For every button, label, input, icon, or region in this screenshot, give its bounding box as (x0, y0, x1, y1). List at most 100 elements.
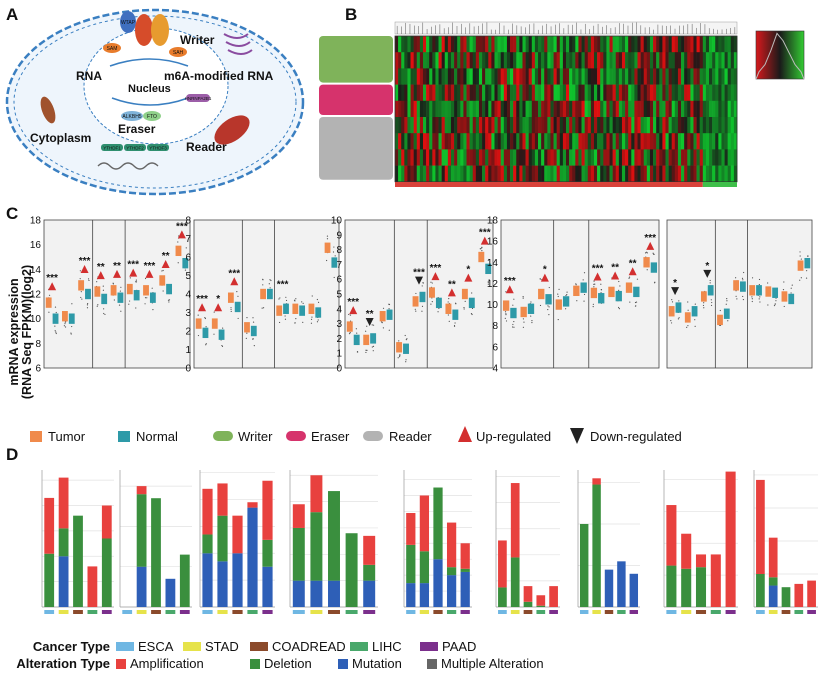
heatmap-cell (416, 117, 421, 134)
normal-box (788, 293, 795, 305)
heatmap-cell (581, 84, 585, 102)
tumor-box (110, 285, 117, 296)
heatmap-cell (547, 133, 551, 150)
heatmap-cell (621, 165, 626, 183)
outlier-point (735, 295, 737, 297)
heatmap-cell (522, 100, 526, 118)
heatmap-cell (590, 117, 595, 134)
heatmap-cell (491, 84, 495, 102)
outlier-point (162, 269, 164, 272)
heatmap-cell (730, 149, 735, 166)
legend-stad-label: STAD (205, 639, 239, 654)
heatmap-cell (419, 165, 424, 183)
heatmap-cell (528, 133, 533, 150)
outlier-point (237, 317, 239, 320)
heatmap-cell (444, 68, 449, 85)
heatmap-cell (441, 84, 446, 102)
heatmap-cell (649, 68, 654, 85)
heatmap-cell (643, 149, 648, 166)
outlier-point (87, 278, 90, 280)
significance-label: * (673, 278, 677, 289)
heatmap-cell (485, 100, 489, 118)
heatmap-cell (519, 165, 523, 183)
heatmap-cell (416, 100, 421, 118)
bar-deletion (179, 554, 190, 607)
heatmap-cell (491, 52, 495, 69)
heatmap-cell (699, 36, 704, 53)
heatmap-cell (450, 84, 455, 102)
heatmap-cell (671, 52, 676, 69)
outlier-point (513, 298, 515, 300)
heatmap-cell (643, 117, 648, 134)
heatmap-cell (485, 117, 489, 134)
heatmap-cell (556, 117, 561, 134)
outlier-point (71, 325, 73, 328)
heatmap-cell (575, 100, 579, 118)
outlier-point (767, 282, 769, 284)
significance-label: * (216, 294, 220, 305)
heatmap-cell (684, 68, 688, 85)
heatmap-cell (444, 149, 449, 166)
cancer-type-swatch (794, 610, 804, 614)
outlier-point (807, 255, 809, 257)
heatmap-cell (566, 100, 570, 118)
heatmap-cell (522, 68, 526, 85)
bar-deletion (756, 573, 765, 607)
heatmap-cell (593, 117, 598, 134)
heatmap-cell (659, 52, 663, 69)
heatmap-cell (578, 68, 582, 85)
tumor-box (159, 275, 166, 286)
outlier-point (504, 317, 506, 320)
heatmap-cell (587, 133, 592, 150)
outlier-point (634, 301, 637, 304)
cancer-type-swatch (345, 610, 358, 614)
bar-amplification (101, 505, 112, 539)
heatmap-cell (584, 52, 589, 69)
outlier-point (455, 303, 457, 305)
heatmap-cell (653, 36, 657, 53)
heatmap-cell (597, 100, 601, 118)
outlier-point (399, 354, 401, 357)
heatmap-cell (665, 52, 669, 69)
bar-deletion (579, 523, 589, 607)
heatmap-cell (677, 149, 682, 166)
boxplot-y-tick: 16 (487, 237, 499, 248)
heatmap-cell (460, 117, 464, 134)
heatmap-cell (615, 117, 620, 134)
heatmap-cell (547, 84, 551, 102)
outlier-point (799, 255, 801, 257)
normal-box (510, 307, 517, 319)
up-regulated-marker (48, 282, 57, 291)
bar-mutation (629, 573, 639, 607)
outlier-point (326, 235, 329, 237)
normal-box (218, 329, 225, 340)
ythdf3-label: YTHDF3 (149, 146, 167, 151)
heatmap-cell (478, 84, 483, 102)
heatmap-cell (677, 100, 682, 118)
heatmap-cell (410, 36, 414, 53)
heatmap-cell (538, 100, 542, 118)
heatmap-cell (531, 68, 536, 85)
heatmap-cell (572, 84, 576, 102)
heatmap-cell (562, 68, 567, 85)
outlier-point (284, 318, 287, 320)
boxplot-y-tick: 14 (30, 265, 42, 276)
heatmap-cell (687, 100, 691, 118)
outlier-point (253, 345, 255, 347)
heatmap-cell (621, 36, 626, 53)
heatmap-cell (460, 52, 464, 69)
bar-mutation (217, 561, 228, 607)
heatmap-cell (649, 149, 654, 166)
cancer-type-swatch (151, 610, 161, 614)
normal-bar (702, 182, 737, 187)
legend-multiple-swatch (427, 659, 437, 669)
heatmap-cell (432, 52, 436, 69)
outlier-point (634, 305, 637, 307)
heatmap-cell (506, 52, 511, 69)
heatmap-cell (649, 133, 654, 150)
outlier-point (618, 280, 620, 283)
bar-amplification (262, 480, 273, 540)
heatmap-cell (475, 165, 480, 183)
heatmap-cell (727, 117, 732, 134)
outlier-point (102, 289, 105, 291)
